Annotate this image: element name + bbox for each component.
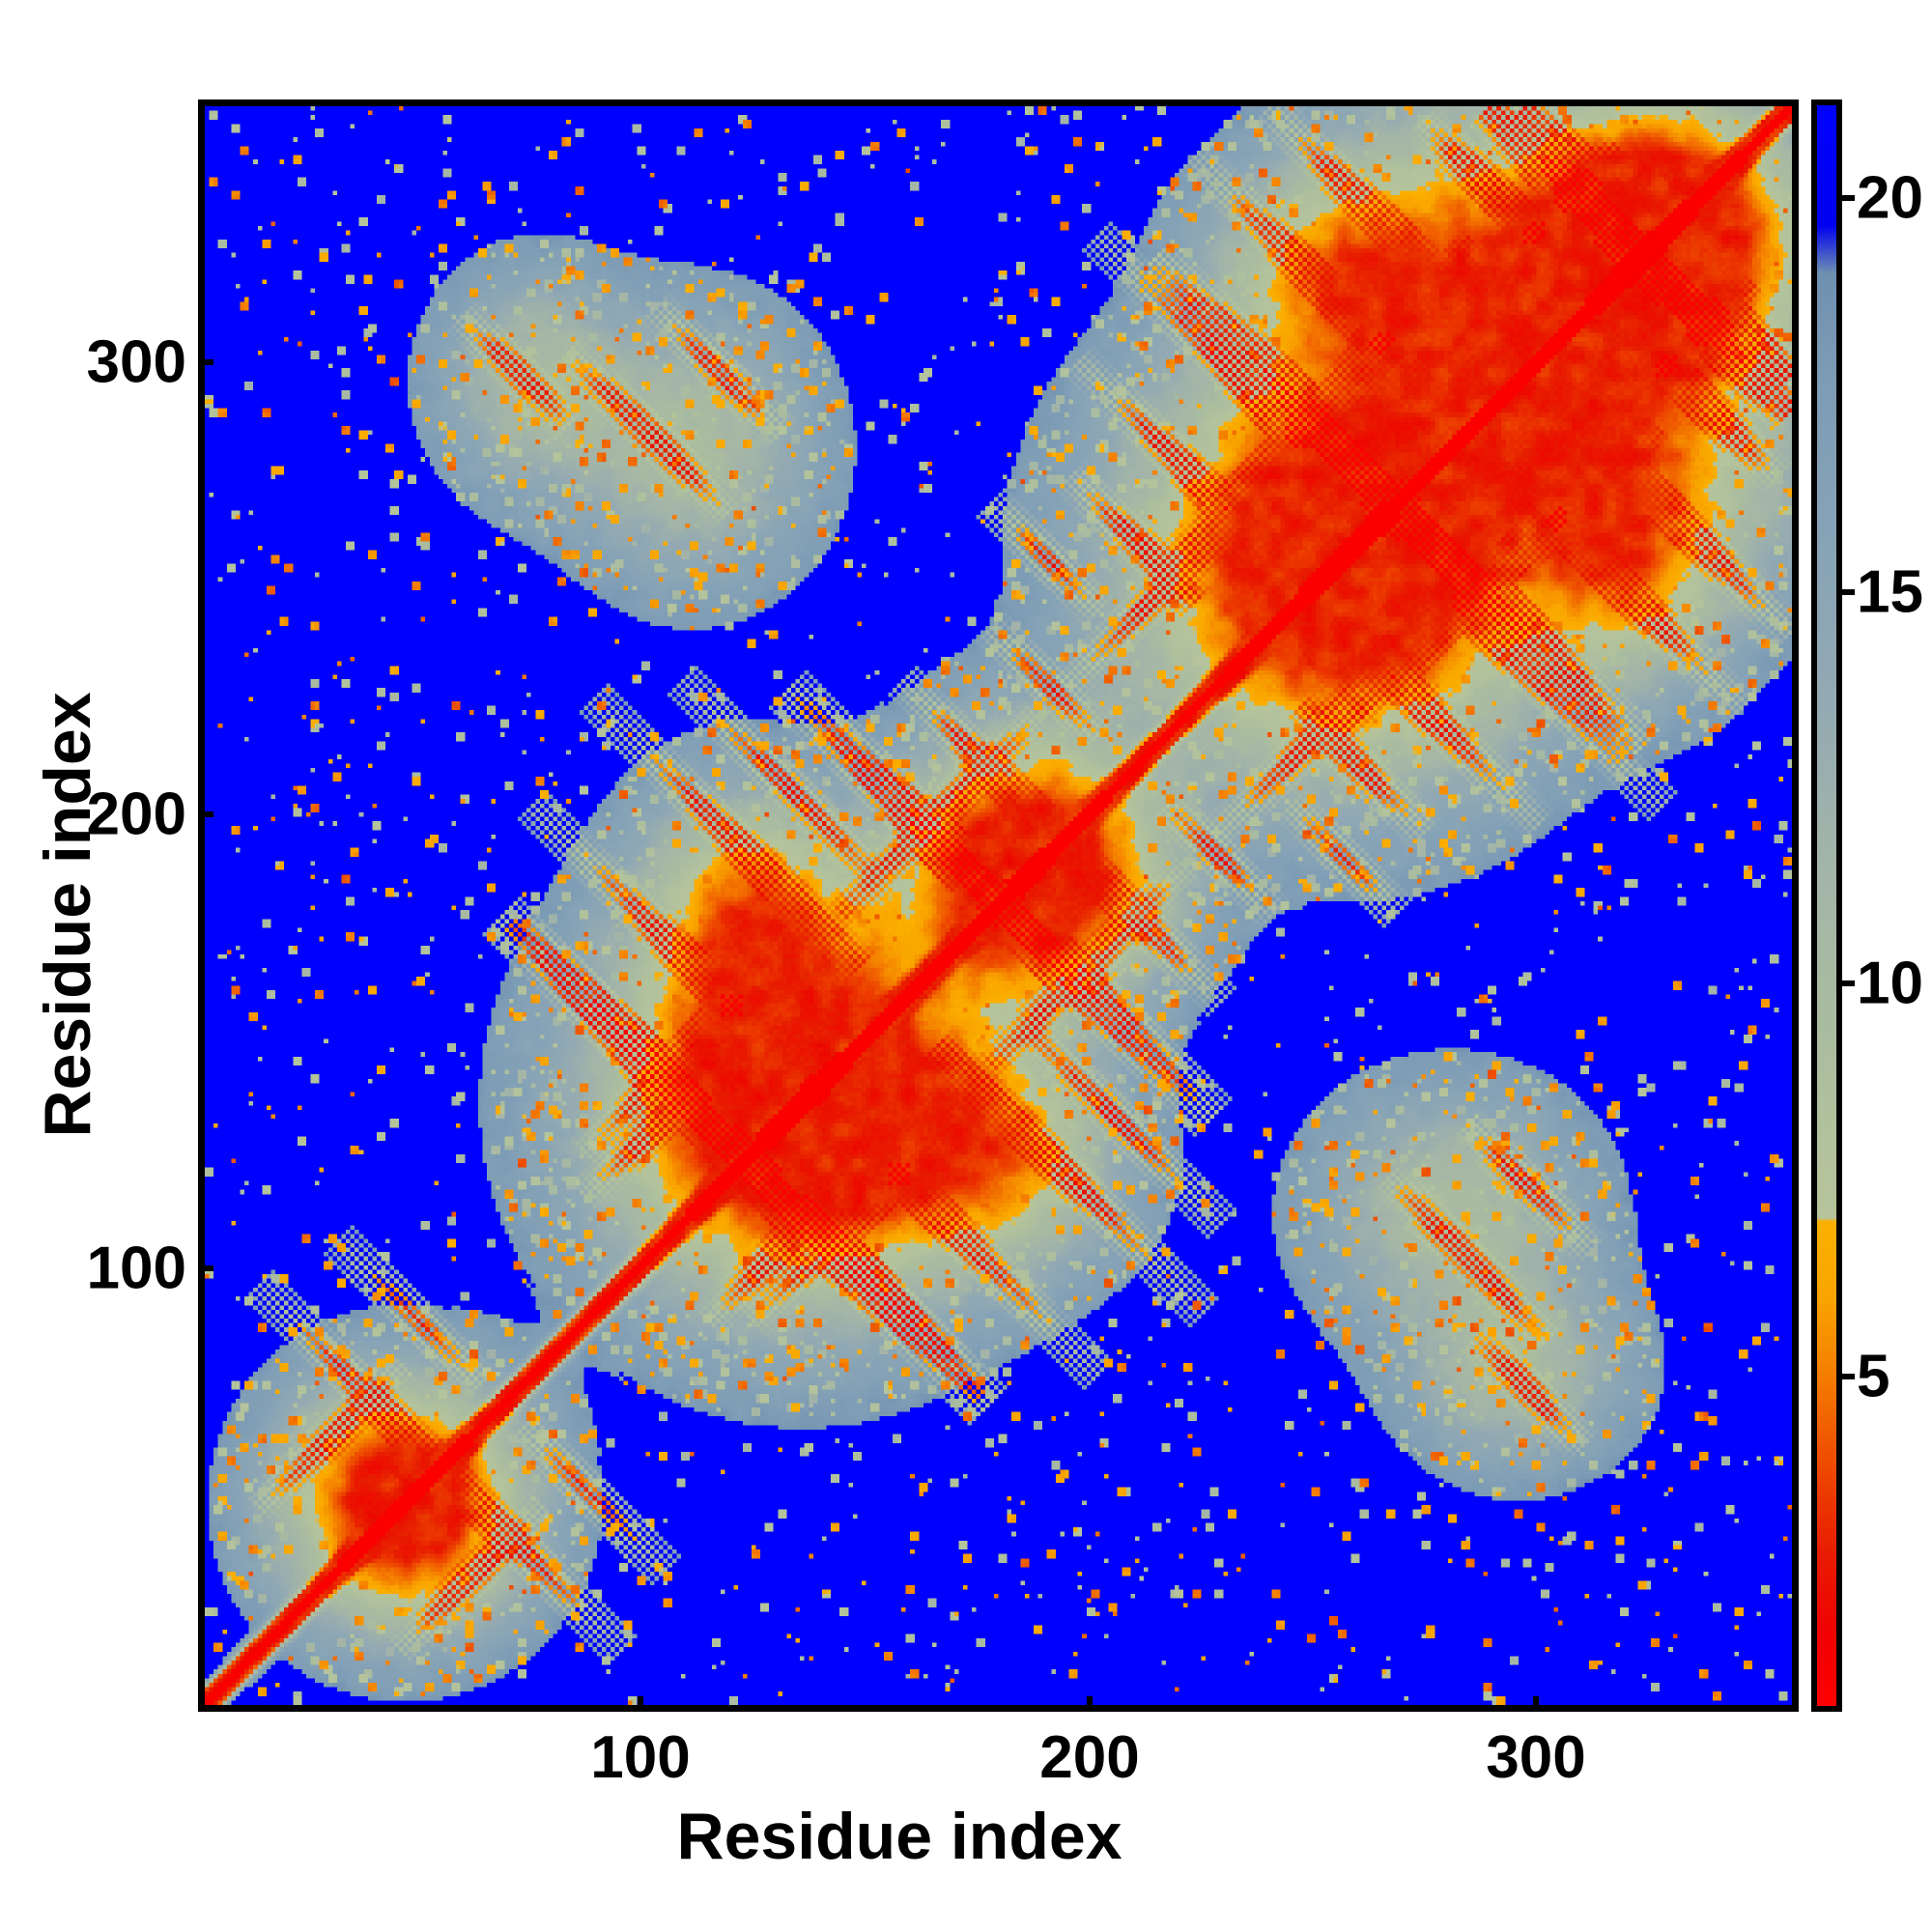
x-tick-label-200: 200 <box>1039 1724 1140 1791</box>
colorbar-tick-mark-10 <box>1842 980 1855 986</box>
x-tick-mark-200 <box>1087 1696 1093 1712</box>
x-tick-mark-100 <box>638 1696 643 1712</box>
colorbar <box>1811 99 1842 1712</box>
colorbar-tick-label-15: 15 <box>1857 558 1923 626</box>
y-axis-label: Residue index <box>31 692 104 1138</box>
heatmap-plot-area <box>198 99 1799 1712</box>
y-tick-mark-300 <box>198 359 213 365</box>
colorbar-tick-label-10: 10 <box>1857 950 1923 1017</box>
y-tick-mark-100 <box>198 1265 213 1271</box>
y-tick-label-200: 200 <box>86 781 186 848</box>
colorbar-tick-mark-15 <box>1842 589 1855 595</box>
colorbar-tick-mark-5 <box>1842 1374 1855 1379</box>
y-tick-mark-200 <box>198 811 213 817</box>
x-tick-label-100: 100 <box>590 1724 691 1791</box>
contact-map-heatmap <box>205 106 1792 1705</box>
colorbar-tick-label-5: 5 <box>1857 1343 1890 1410</box>
colorbar-tick-mark-20 <box>1842 195 1855 201</box>
x-axis-label: Residue index <box>676 1800 1122 1873</box>
x-tick-mark-300 <box>1533 1696 1539 1712</box>
y-tick-label-300: 300 <box>86 328 186 396</box>
y-tick-label-100: 100 <box>86 1235 186 1302</box>
colorbar-tick-label-20: 20 <box>1857 164 1923 232</box>
x-tick-label-300: 300 <box>1486 1724 1586 1791</box>
colorbar-gradient <box>1817 105 1836 1706</box>
